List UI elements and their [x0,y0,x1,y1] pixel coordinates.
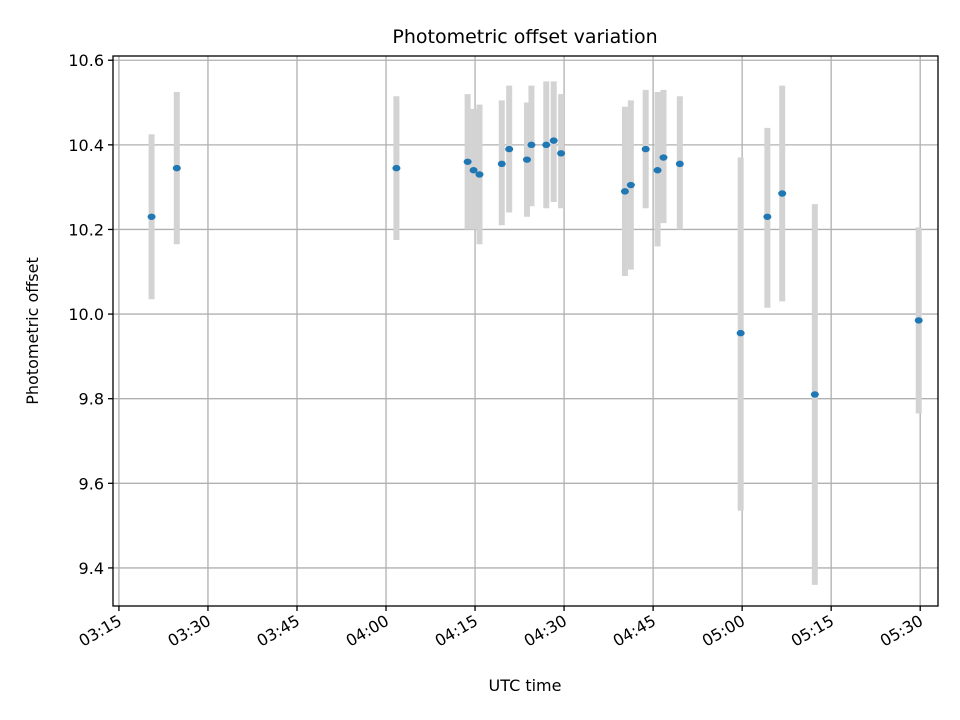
data-point [659,154,668,161]
y-tick-label: 9.6 [79,474,104,493]
x-axis-label: UTC time [489,676,562,695]
chart-title: Photometric offset variation [392,26,657,48]
data-point [475,171,484,178]
data-point [736,329,745,337]
data-point [463,158,472,165]
y-tick-label: 10.2 [68,220,104,239]
data-point [549,137,558,144]
data-point [620,188,629,195]
data-point [469,167,478,174]
data-point [542,141,551,149]
y-tick-label: 10.6 [68,51,104,70]
data-point [778,190,787,197]
data-point [497,160,506,168]
y-tick-label: 9.8 [79,390,104,409]
data-point [522,156,531,163]
plot-frame [112,55,939,607]
data-point [810,391,819,398]
data-point [641,145,650,153]
y-tick-label: 10.4 [68,136,104,155]
data-point [172,164,181,172]
point-layer [147,137,923,398]
y-axis-ticks: 9.4 9.6 9.8 10.0 10.2 10.4 10.6 [68,51,113,578]
data-point [626,181,635,189]
data-point [653,167,662,174]
y-tick-label: 9.4 [79,559,104,578]
data-point [557,150,566,157]
data-point [914,317,923,324]
y-tick-label: 10.0 [68,305,104,324]
data-point [147,213,156,220]
data-point [763,213,772,220]
data-point [527,141,536,149]
data-point [505,145,514,153]
y-axis-label: Photometric offset [23,257,42,405]
data-point [675,160,684,168]
data-point [392,164,401,172]
